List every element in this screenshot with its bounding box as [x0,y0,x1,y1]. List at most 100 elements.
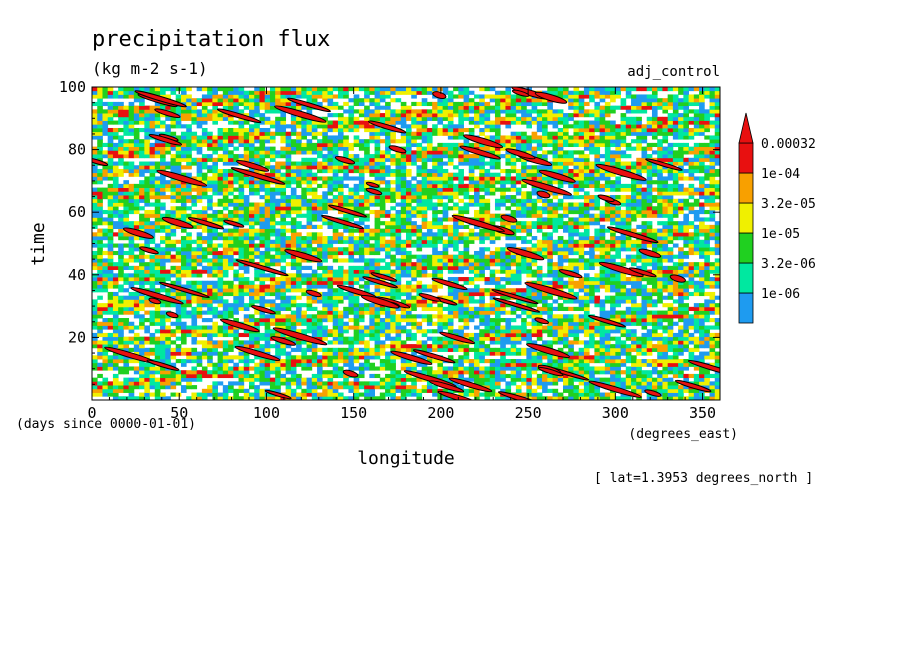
precip-cell [583,392,590,397]
precip-cell [573,388,580,393]
precip-cell [552,321,559,326]
precip-cell [400,344,407,349]
precip-cell [411,385,417,390]
precip-cell [568,351,574,356]
precip-cell [212,321,218,326]
precip-cell [128,336,135,341]
precip-cell [118,303,124,308]
precip-cell [505,321,512,326]
precip-cell [468,318,475,323]
precip-cell [657,269,663,274]
precip-cell [672,306,679,311]
precip-cell [102,344,109,349]
precip-cell [406,217,412,222]
precip-cell [390,306,396,311]
precip-cell [704,373,710,379]
precip-cell [180,213,187,218]
precip-cell [531,388,538,393]
precip-cell [385,247,391,252]
precip-cell [678,247,684,252]
precip-cell [693,213,700,218]
precip-cell [683,250,689,256]
precip-cell [390,232,396,237]
precip-cell [254,247,260,252]
precip-cell [217,284,224,289]
precip-cell [149,385,156,390]
precip-cell [112,373,119,379]
precip-cell [573,258,580,263]
precip-cell [625,332,632,338]
precip-cell [123,344,130,349]
precip-cell [243,258,250,263]
precip-cell [583,299,590,304]
precip-cell [453,224,459,229]
precip-cell [547,373,553,379]
precip-cell [180,299,187,304]
precip-cell [704,318,710,323]
precip-cell [395,217,402,222]
precip-cell [170,329,177,334]
precip-cell [358,247,365,252]
precip-cell [400,258,407,263]
precip-cell [620,224,627,229]
precip-cell [139,325,145,330]
precip-cell [118,224,124,229]
precip-cell [583,310,590,315]
precip-cell [568,329,574,334]
precip-cell [249,291,255,297]
precip-cell [494,396,501,400]
precip-cell [526,340,532,345]
precip-cell [290,232,297,237]
precip-cell [515,291,522,297]
precip-cell [657,370,663,375]
precip-cell [411,288,417,293]
precip-cell [358,314,365,319]
precip-cell [494,310,501,315]
precip-cell [599,325,606,330]
precip-cell [254,206,260,211]
precip-cell [704,232,710,237]
precip-cell [573,250,580,256]
precip-cell [542,250,548,256]
precip-cell [620,359,627,364]
precip-cell [374,262,381,267]
precip-cell [510,221,517,226]
precip-cell [332,347,339,352]
precip-cell [500,359,506,364]
precip-cell [416,295,423,300]
precip-cell [259,288,266,293]
precip-cell [678,347,684,352]
precip-cell [610,209,616,215]
precip-cell [479,336,485,341]
precip-cell [92,265,98,270]
precip-cell [196,306,203,311]
precip-cell [615,370,621,375]
precip-cell [631,329,637,334]
precip-cell [358,381,365,386]
precip-cell [364,359,370,364]
precip-cell [610,284,616,289]
precip-cell [667,318,674,323]
precip-cell [275,250,281,256]
precip-cell [699,288,705,293]
precip-cell [615,355,621,360]
precip-cell [343,355,349,360]
precip-cell [542,373,548,379]
precip-cell [358,239,365,244]
precip-cell [337,370,344,375]
precip-cell [280,362,287,367]
precip-cell [458,262,464,267]
precip-cell [395,314,402,319]
precip-cell [594,396,601,400]
precip-cell [468,332,475,338]
precip-cell [280,280,287,285]
precip-cell [505,258,512,263]
precip-cell [385,336,391,341]
precip-cell [447,370,454,375]
precip-cell [484,228,491,233]
precip-cell [102,347,109,352]
precip-cell [688,284,695,289]
precip-cell [421,347,428,352]
precip-cell [578,340,585,345]
precip-cell [322,295,328,300]
